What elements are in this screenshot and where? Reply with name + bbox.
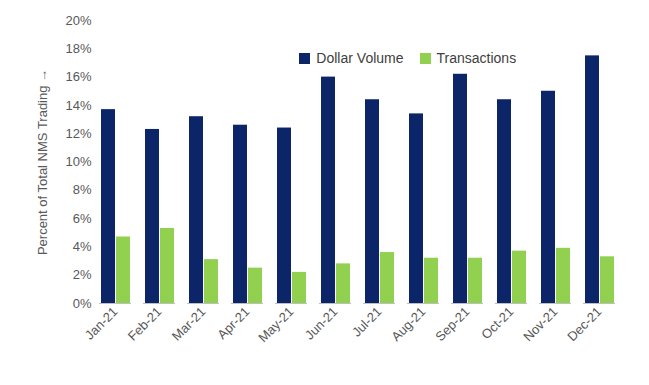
svg-text:18%: 18%: [65, 41, 91, 56]
svg-text:16%: 16%: [65, 69, 91, 84]
svg-text:Nov-21: Nov-21: [520, 304, 560, 344]
svg-text:2%: 2%: [73, 267, 92, 282]
svg-text:10%: 10%: [65, 154, 91, 169]
svg-text:8%: 8%: [73, 182, 92, 197]
svg-text:14%: 14%: [65, 98, 91, 113]
svg-text:Dec-21: Dec-21: [564, 304, 604, 344]
svg-text:Feb-21: Feb-21: [125, 304, 165, 344]
svg-text:Aug-21: Aug-21: [388, 304, 428, 344]
svg-text:Jul-21: Jul-21: [349, 304, 385, 340]
svg-text:6%: 6%: [73, 211, 92, 226]
svg-text:Jan-21: Jan-21: [81, 304, 121, 343]
svg-text:Mar-21: Mar-21: [169, 304, 209, 344]
svg-text:Percent of Total NMS Trading →: Percent of Total NMS Trading →: [35, 69, 50, 255]
svg-text:4%: 4%: [73, 239, 92, 254]
html-text:Transactions: Transactions: [436, 50, 517, 66]
svg-text:May-21: May-21: [255, 304, 296, 345]
svg-text:Sep-21: Sep-21: [432, 304, 472, 344]
svg-text:Oct-21: Oct-21: [478, 304, 516, 342]
html-text:Dollar Volume: Dollar Volume: [316, 50, 404, 66]
svg-text:Apr-21: Apr-21: [214, 304, 252, 342]
svg-text:12%: 12%: [65, 126, 91, 141]
svg-text:0%: 0%: [73, 296, 92, 311]
svg-text:20%: 20%: [65, 13, 91, 28]
svg-text:Jun-21: Jun-21: [302, 304, 341, 343]
